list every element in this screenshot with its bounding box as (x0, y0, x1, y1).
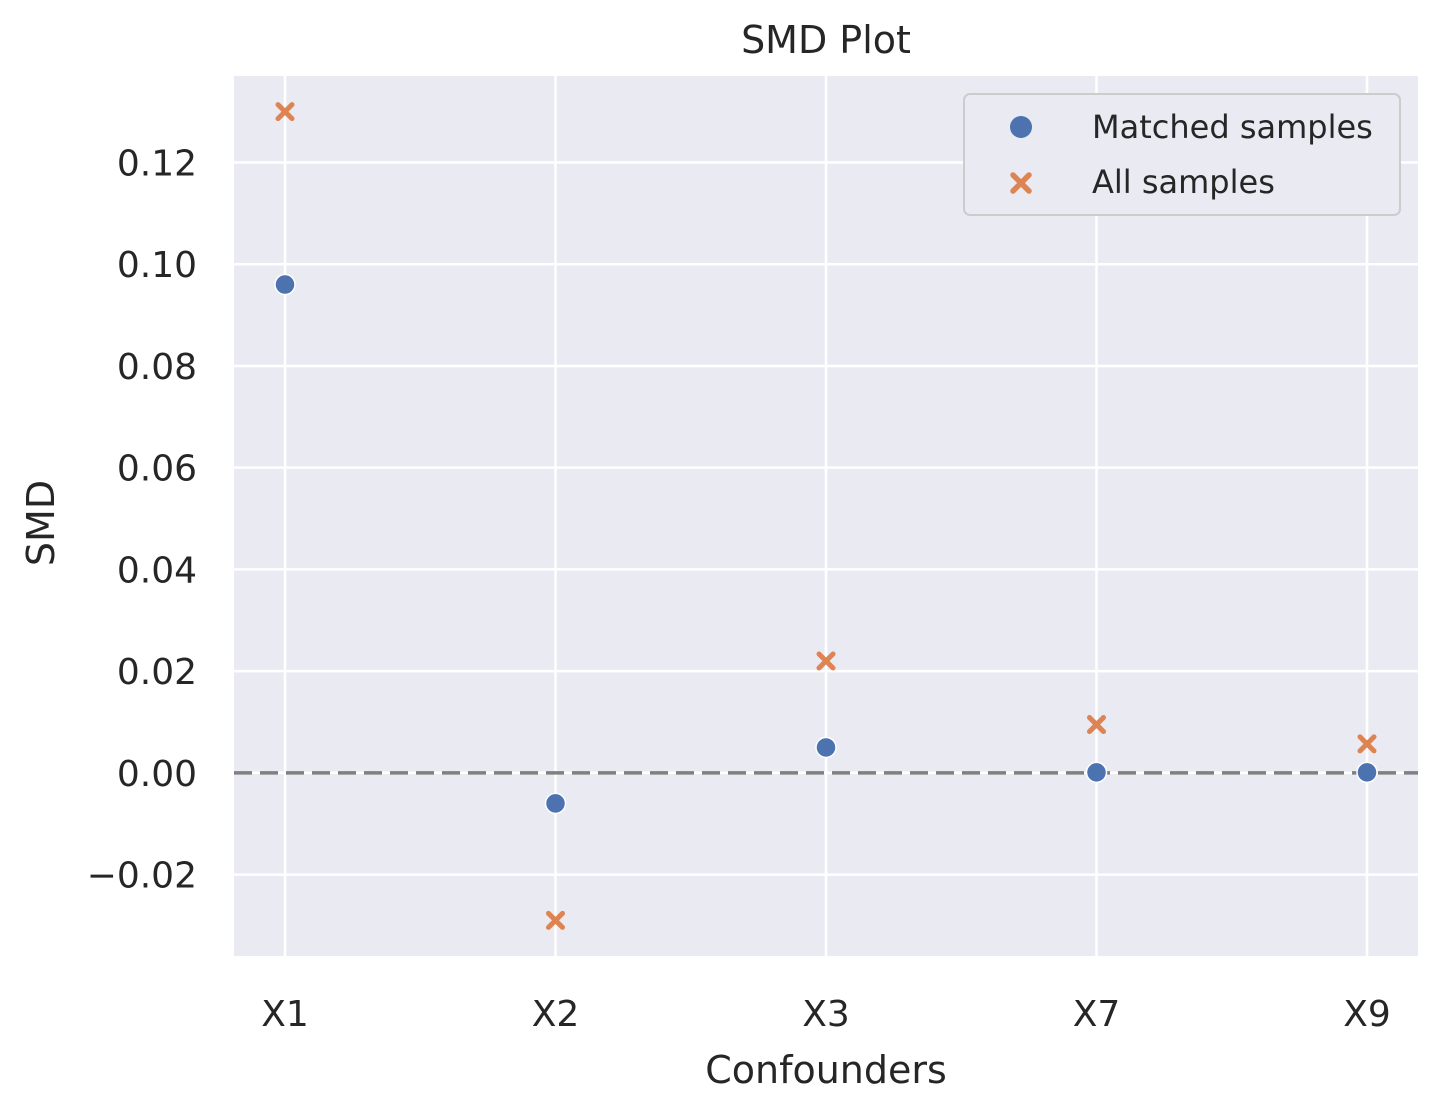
point-matched-samples-x1 (274, 273, 296, 296)
y-tick-label: 0.10 (117, 245, 197, 286)
legend-label-all: All samples (1092, 163, 1275, 201)
y-tick-labels: −0.02 0.00 0.02 0.04 0.06 0.08 0.10 0.12 (87, 143, 197, 896)
x-tick-label: X1 (261, 994, 309, 1035)
point-matched-samples-x7 (1085, 761, 1108, 784)
point-all-samples-x3 (816, 651, 836, 671)
point-matched-samples-x3 (815, 736, 837, 759)
x-tick-label: X7 (1073, 994, 1121, 1035)
chart-title: SMD Plot (741, 18, 911, 62)
point-all-samples-x7 (1087, 715, 1106, 735)
legend-box (963, 93, 1401, 216)
point-matched-samples-x2 (544, 792, 567, 815)
x-tick-label: X3 (802, 994, 850, 1035)
y-tick-label: 0.06 (117, 449, 197, 490)
legend: Matched samples All samples (963, 93, 1401, 216)
x-tick-label: X2 (532, 994, 580, 1035)
data-points (274, 102, 1378, 930)
y-tick-label: 0.04 (117, 550, 197, 591)
x-axis-label: Confounders (705, 1048, 947, 1092)
legend-marker-matched (1010, 116, 1032, 138)
x-tick-labels: X1 X2 X3 X7 X9 (261, 994, 1391, 1035)
y-tick-label: 0.12 (117, 143, 197, 184)
y-tick-label: 0.02 (117, 652, 197, 693)
y-tick-label: 0.08 (117, 347, 197, 388)
legend-marker-all (1010, 172, 1032, 194)
y-tick-label: −0.02 (87, 856, 197, 897)
y-tick-label: 0.00 (117, 754, 197, 795)
point-matched-samples-x9 (1356, 761, 1378, 784)
point-all-samples-x2 (546, 910, 565, 930)
y-axis-label: SMD (19, 480, 63, 566)
point-all-samples-x1 (275, 102, 295, 122)
point-all-samples-x9 (1357, 734, 1377, 754)
legend-label-matched: Matched samples (1092, 108, 1373, 146)
x-tick-label: X9 (1343, 994, 1391, 1035)
